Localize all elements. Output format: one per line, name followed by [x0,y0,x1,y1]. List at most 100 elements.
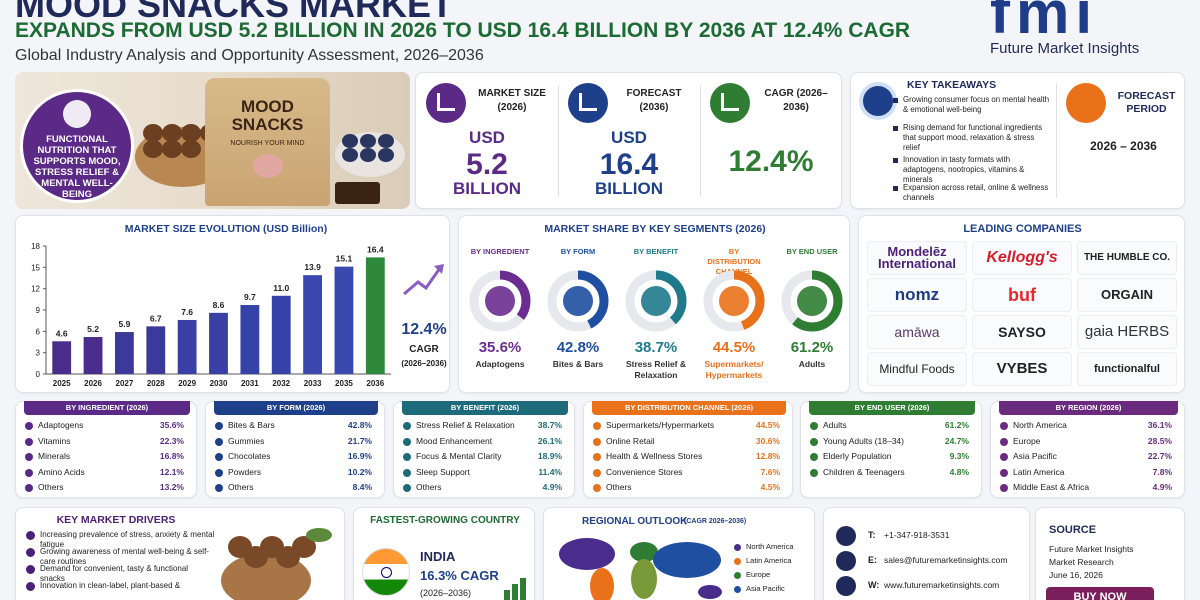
source-panel: SOURCE Future Market Insights Market Resea… [1035,507,1185,600]
row-name: Vitamins [38,435,71,446]
segment-label: BY INGREDIENT [470,247,530,256]
company-name: Mondelēz International [877,244,956,271]
hero-panel: MOOD SNACKS NOURISH YOUR MIND FUNCTIONAL N… [15,72,410,209]
company-cell: THE HUMBLE CO. [1077,241,1177,275]
row-value: 21.7% [347,435,372,446]
contact-label: E: [868,555,877,565]
row-value: 8.4% [352,482,372,492]
package-title: MOOD SNACKS [231,97,304,134]
segment-name: Adaptogens [475,359,525,369]
row-value: 16.8% [159,451,184,461]
row-icon [810,437,818,446]
continent [698,585,722,599]
fastest-country: INDIA [420,549,456,564]
row-value: 30.6% [755,435,780,446]
bar [334,266,354,374]
company-cell: Mindful Foods [867,352,967,386]
row-value: 12.8% [755,451,780,461]
takeaways-icon [859,82,897,120]
row-icon [1000,484,1008,492]
cagr-period: (2026–2036) [401,359,447,368]
table-header: BY BENEFIT (2026) [402,401,568,415]
row-name: Asia Pacific [1013,451,1057,461]
stat-value: BILLION [595,179,663,198]
stat-icon [568,83,608,123]
buy-button[interactable]: BUY NOW [1046,587,1154,600]
fastest-period: (2026–2036) [420,588,472,598]
row-name: Gummies [228,435,265,446]
row-name: Others [228,482,254,492]
row-icon [25,422,33,430]
donut-center [641,286,671,316]
fastest-panel: FASTEST-GROWING COUNTRY INDIA 16.3% CAGR (2… [353,507,535,600]
x-tick-label: 2027 [116,379,134,388]
row-name: Convenience Stores [606,466,683,477]
row-value: 12.1% [159,466,184,477]
segment-value: 44.5% [712,339,756,356]
bar [177,319,197,374]
row-icon [593,453,601,461]
row-name: Online Retail [606,435,655,446]
bullet [893,158,898,163]
row-name: Europe [1013,435,1041,446]
growth-bar [520,578,526,600]
table-header: BY DISTRIBUTION CHANNEL (2026) [592,401,786,415]
row-name: North America [1013,420,1067,430]
row-value: 11.4% [538,466,562,477]
company-name: VYBES [996,360,1048,377]
donut [781,270,843,332]
stat-value: 5.2 [466,148,508,181]
donut-arc [469,270,531,332]
segment-table: BY DISTRIBUTION CHANNEL (2026) Supermarke… [583,401,793,498]
value-label: 11.0 [273,283,289,293]
value-label: 7.6 [181,307,193,317]
table-header: BY INGREDIENT (2026) [24,401,190,415]
row-icon [215,437,223,446]
bullet [893,186,898,191]
cagr-label: CAGR [409,344,439,355]
snack-bite [181,140,201,158]
row-value: 24.7% [944,435,969,446]
row-value: 26.1% [537,435,562,446]
row-name: Stress Relief & Relaxation [416,420,515,430]
forecast-value: 2026 – 2036 [1090,139,1157,153]
company-name: SAYSO [998,324,1046,340]
badge: FUNCTIONAL NUTRITION THAT SUPPORTS MOOD,… [20,89,134,203]
row-name: Bites & Bars [228,420,275,430]
growth-bar [512,584,518,600]
india-flag [362,548,410,596]
company-cell: ORGAIN [1077,278,1177,312]
company-cell: Mondelēz International [867,241,967,275]
row-value: 36.1% [1147,420,1172,430]
x-tick-label: 2025 [53,379,71,388]
table-header: BY END USER (2026) [809,401,975,415]
row-name: Adaptogens [38,420,84,430]
contact-icon [836,551,856,571]
stat-label: CAGR (2026–2036) [764,88,828,113]
x-tick-label: 2032 [272,379,290,388]
company-name: nomz [894,285,940,304]
package: MOOD SNACKS NOURISH YOUR MIND [205,78,330,206]
blueberry [378,148,394,162]
blueberry [360,134,376,148]
source-line: June 16, 2026 [1049,570,1103,580]
row-value: 18.9% [537,451,562,461]
row-name: Supermarkets/Hypermarkets [606,420,715,430]
row-icon [403,437,411,446]
logo-text: Future Market Insights [990,40,1140,57]
flag-wheel [381,567,392,578]
source-title: SOURCE [1049,524,1097,536]
x-tick-label: 2036 [366,379,384,388]
row-icon [25,468,33,477]
stat-label: FORECAST (2036) [626,88,682,113]
x-tick-label: 2026 [84,379,102,388]
row-icon [593,437,601,446]
row-name: Focus & Mental Clarity [416,451,502,461]
segment-label: BY FORM [560,247,596,256]
stat-value: 12.4% [728,145,814,178]
donut [469,270,531,332]
stats-panel: MARKET SIZE (2026) USD 5.2 BILLION FORECAST … [415,72,842,209]
companies-panel: LEADING COMPANIES Mondelēz International K… [858,215,1185,393]
row-value: 10.2% [347,466,372,477]
row-icon [810,453,818,461]
